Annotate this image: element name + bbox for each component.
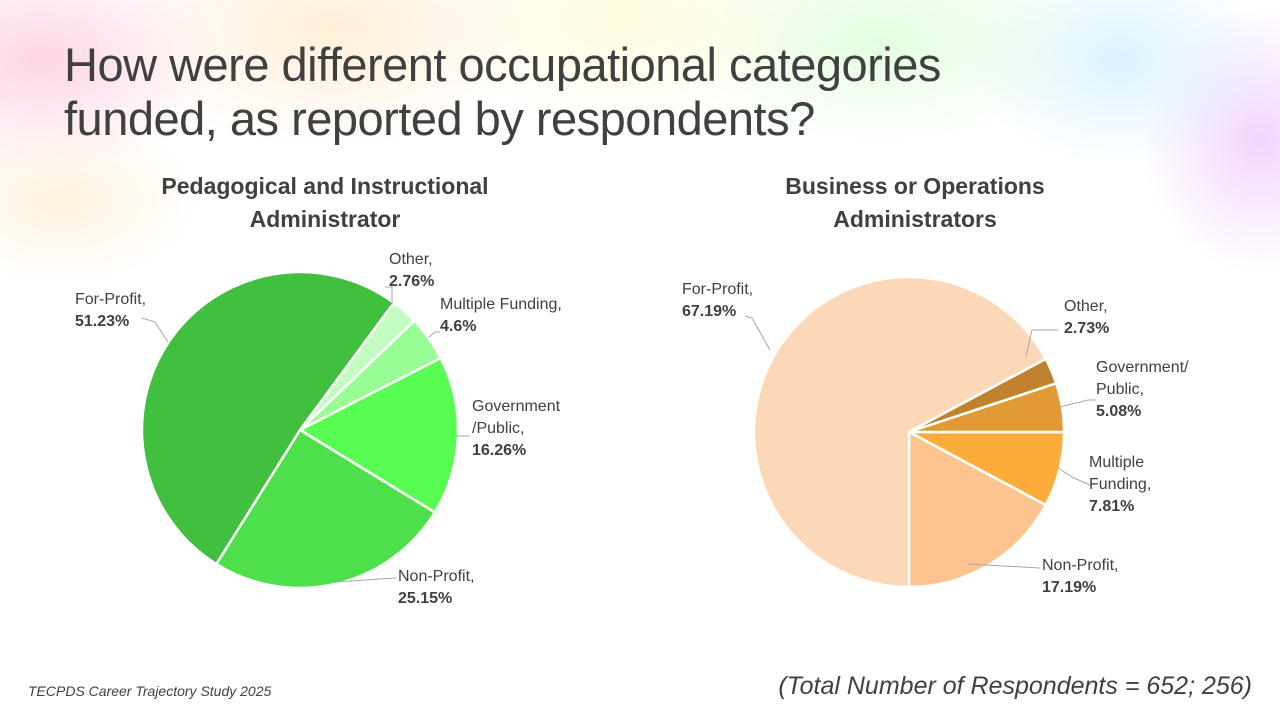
pie0-label-non-profit: Non-Profit, 25.15% xyxy=(398,568,475,607)
pie0-label-multiple-funding: Multiple Funding, 4.6% xyxy=(440,296,562,335)
left-chart-title: Pedagogical and Instructional Administra… xyxy=(100,170,550,236)
pie1-slice-for-profit xyxy=(752,275,1048,589)
pie1-label-for-profit: For-Profit, 67.19% xyxy=(682,281,754,320)
slide-title-line-2: funded, as reported by respondents? xyxy=(64,92,815,145)
left-chart-title-line-2: Administrator xyxy=(249,206,401,232)
right-chart-title: Business or Operations Administrators xyxy=(690,170,1140,236)
leader-line xyxy=(1025,329,1058,357)
right-chart-title-line-2: Administrators xyxy=(833,206,997,232)
leader-line xyxy=(141,317,169,343)
leader-line xyxy=(1059,399,1096,408)
pie0-label-government: Government /Public, 16.26% xyxy=(472,398,561,459)
pie0-slice-for-profit xyxy=(140,270,396,566)
source-note: TECPDS Career Trajectory Study 2025 xyxy=(28,683,272,699)
pie0-label-other: Other, 2.76% xyxy=(389,251,435,290)
leader-line xyxy=(428,331,440,338)
slide-title: How were different occupational categori… xyxy=(64,38,941,146)
leader-line xyxy=(385,286,393,305)
pie1-label-other: Other, 2.73% xyxy=(1064,298,1110,337)
left-pie xyxy=(140,270,460,590)
pie1-slice-government-public xyxy=(908,381,1066,434)
leader-line xyxy=(744,315,771,351)
right-pie xyxy=(752,275,1066,589)
slide-title-line-1: How were different occupational categori… xyxy=(64,38,941,91)
pie1-label-government: Government/ Public, 5.08% xyxy=(1096,359,1189,420)
leader-line xyxy=(967,563,1041,569)
left-chart-title-line-1: Pedagogical and Instructional xyxy=(161,173,489,199)
pie0-slice-non-profit xyxy=(214,428,437,590)
pie0-label-for-profit: For-Profit, 51.23% xyxy=(75,291,147,330)
leader-line xyxy=(335,577,397,583)
total-respondents-note: (Total Number of Respondents = 652; 256) xyxy=(778,672,1252,700)
pie1-label-multiple-funding: Multiple Funding, 7.81% xyxy=(1089,454,1152,515)
leader-line xyxy=(1057,467,1091,486)
pie1-label-non-profit: Non-Profit, 17.19% xyxy=(1042,557,1119,596)
right-chart-title-line-1: Business or Operations xyxy=(785,173,1045,199)
